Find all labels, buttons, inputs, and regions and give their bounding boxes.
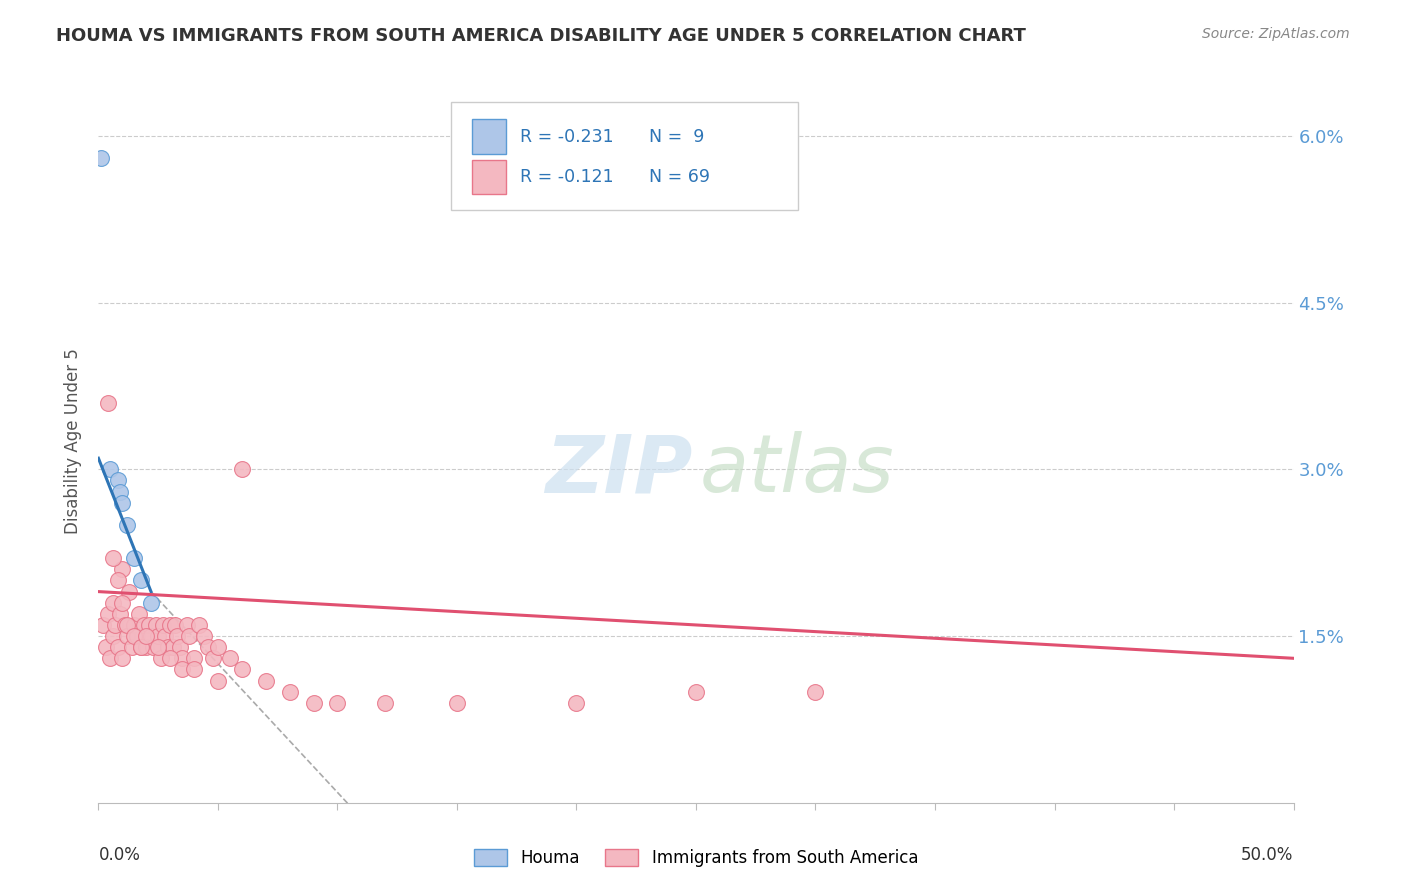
Legend: Houma, Immigrants from South America: Houma, Immigrants from South America (474, 848, 918, 867)
Point (166, 629, 188, 643)
Point (202, 651, 225, 665)
Point (159, 651, 181, 665)
Point (104, 618, 127, 632)
FancyBboxPatch shape (472, 120, 506, 154)
Text: Source: ZipAtlas.com: Source: ZipAtlas.com (1202, 27, 1350, 41)
Point (111, 596, 134, 610)
Point (565, 696, 588, 710)
Point (302, 696, 325, 710)
Point (326, 696, 349, 710)
FancyBboxPatch shape (472, 160, 506, 194)
Point (183, 651, 205, 665)
Point (115, 517, 138, 532)
Point (162, 640, 184, 655)
Point (132, 618, 155, 632)
Point (107, 474, 129, 488)
Point (98, 651, 122, 665)
Text: ZIP: ZIP (546, 432, 692, 509)
Point (128, 607, 150, 621)
Point (219, 651, 242, 665)
Point (187, 618, 209, 632)
Point (179, 629, 201, 643)
Point (98, 462, 122, 476)
Y-axis label: Disability Age Under 5: Disability Age Under 5 (65, 349, 83, 534)
Point (155, 629, 177, 643)
Text: N =  9: N = 9 (650, 128, 704, 145)
Point (172, 662, 194, 676)
Point (97, 607, 120, 621)
Point (118, 584, 141, 599)
Point (148, 629, 170, 643)
Point (97, 395, 120, 409)
Point (121, 640, 143, 655)
Point (101, 551, 124, 566)
Point (446, 696, 468, 710)
Point (159, 618, 181, 632)
Point (139, 596, 162, 610)
Point (94, 640, 117, 655)
Point (193, 629, 215, 643)
Point (108, 484, 131, 499)
Text: 50.0%: 50.0% (1241, 847, 1294, 864)
Text: N = 69: N = 69 (650, 168, 710, 186)
Point (138, 618, 160, 632)
Point (111, 651, 134, 665)
Point (176, 618, 198, 632)
Point (142, 640, 165, 655)
Point (107, 640, 129, 655)
Point (254, 673, 277, 688)
Point (124, 618, 146, 632)
Point (115, 618, 138, 632)
Point (685, 684, 707, 698)
Text: HOUMA VS IMMIGRANTS FROM SOUTH AMERICA DISABILITY AGE UNDER 5 CORRELATION CHART: HOUMA VS IMMIGRANTS FROM SOUTH AMERICA D… (56, 27, 1026, 45)
Point (111, 496, 134, 510)
Point (169, 640, 191, 655)
Point (163, 618, 186, 632)
Point (278, 684, 301, 698)
Point (152, 618, 174, 632)
Text: atlas: atlas (700, 432, 894, 509)
Point (107, 574, 129, 588)
Point (111, 562, 134, 576)
Point (231, 662, 253, 676)
Point (148, 640, 170, 655)
Point (135, 640, 157, 655)
Point (114, 618, 136, 632)
Point (139, 629, 162, 643)
FancyBboxPatch shape (451, 102, 797, 211)
Point (207, 640, 229, 655)
Point (135, 629, 157, 643)
Point (172, 651, 194, 665)
Point (131, 640, 153, 655)
Point (197, 640, 219, 655)
Point (125, 629, 148, 643)
Point (207, 673, 229, 688)
Point (124, 629, 146, 643)
Point (90, 151, 112, 165)
Point (183, 662, 205, 676)
Point (804, 684, 827, 698)
Point (124, 551, 146, 566)
Point (156, 640, 179, 655)
Point (231, 462, 253, 476)
Point (91, 618, 114, 632)
Text: 0.0%: 0.0% (98, 847, 141, 864)
Point (101, 596, 124, 610)
Point (149, 651, 172, 665)
Point (131, 640, 153, 655)
Point (101, 629, 124, 643)
Point (145, 618, 167, 632)
Text: R = -0.121: R = -0.121 (520, 168, 614, 186)
Point (115, 629, 138, 643)
Text: R = -0.231: R = -0.231 (520, 128, 614, 145)
Point (108, 607, 131, 621)
Point (131, 574, 153, 588)
Point (374, 696, 396, 710)
